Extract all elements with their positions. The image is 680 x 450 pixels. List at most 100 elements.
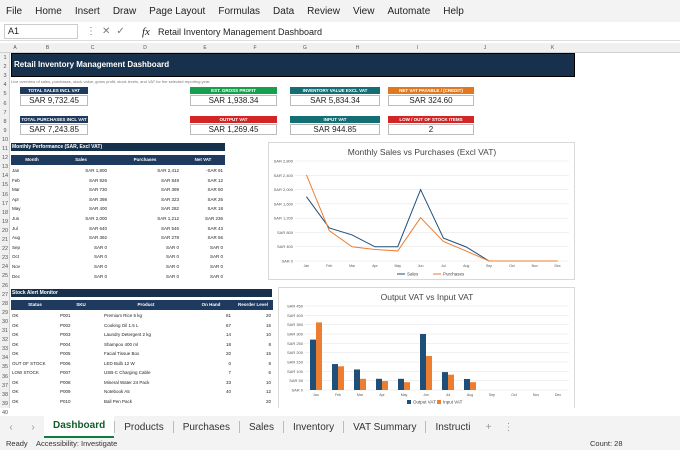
row-header[interactable]: 1	[3, 55, 7, 61]
kpi-value[interactable]: 2	[388, 124, 474, 135]
table-row[interactable]: OK P004 Shampoo 400 ml 18 8	[10, 340, 272, 350]
row-header[interactable]: 10	[1, 136, 9, 143]
row-header[interactable]: 31	[1, 328, 9, 334]
fx-icon[interactable]: fx	[142, 25, 150, 38]
table-row[interactable]: Sep SAR 0 SAR 0 SAR 0	[10, 243, 224, 253]
column-header[interactable]: J	[483, 45, 487, 51]
ribbon-tab-draw[interactable]: Draw	[112, 5, 137, 17]
table-row[interactable]: OK P003 Laundry Detergent 2 kg 14 10	[10, 330, 272, 340]
prev-sheet-icon[interactable]: ‹	[9, 421, 13, 433]
column-header[interactable]: A	[13, 45, 17, 51]
formula-input[interactable]: Retail Inventory Management Dashboard	[157, 26, 323, 37]
table-row[interactable]: OK P008 Mineral Water 24 Pack 33 10	[10, 378, 272, 388]
name-box[interactable]: A1	[4, 24, 78, 39]
ribbon-tab-view[interactable]: View	[352, 5, 375, 17]
row-header[interactable]: 13	[1, 164, 9, 171]
row-header[interactable]: 12	[1, 155, 9, 162]
row-header[interactable]: 32	[1, 337, 9, 344]
row-header[interactable]: 16	[1, 191, 9, 198]
column-header[interactable]: F	[253, 45, 257, 51]
row-header[interactable]: 40	[1, 409, 9, 416]
row-header[interactable]: 18	[1, 209, 9, 216]
table-row[interactable]: OK P002 Cooking Oil 1.5 L 67 15	[10, 321, 272, 331]
table-row[interactable]: Apr SAR 398 SAR 323 SAR 26	[10, 195, 224, 205]
table-row[interactable]: Feb SAR 926 SAR 849 SAR 12	[10, 176, 224, 186]
kpi-value[interactable]: SAR 324.60	[388, 95, 474, 106]
sheet-tab-inventory[interactable]: Inventory	[292, 421, 335, 433]
row-header[interactable]: 19	[1, 218, 9, 225]
row-header[interactable]: 8	[3, 118, 7, 125]
formula-buttons[interactable]: ⋮✕✓	[86, 26, 131, 37]
table-row[interactable]: OK P010 Ball Pen Pack 20	[10, 397, 272, 407]
table-row[interactable]: LOW STOCK P007 USB-C Charging Cable 7 6	[10, 368, 272, 378]
row-header[interactable]: 33	[1, 346, 9, 353]
table-row[interactable]: Mar SAR 730 SAR 399 SAR 50	[10, 185, 224, 195]
row-header[interactable]: 27	[1, 291, 9, 298]
row-header[interactable]: 36	[1, 373, 9, 380]
table-row[interactable]: Oct SAR 0 SAR 0 SAR 0	[10, 252, 224, 262]
vat-chart[interactable]: Output VAT vs Input VAT SAR 0 SAR 50 SAR 10…	[278, 287, 575, 408]
row-header[interactable]: 3	[3, 73, 7, 80]
sheet-tab-purchases[interactable]: Purchases	[182, 421, 230, 433]
table-row[interactable]: OK P001 Premium Rice 5 kg 81 20	[10, 311, 272, 321]
row-header[interactable]: 14	[1, 173, 9, 180]
row-header[interactable]: 34	[1, 355, 9, 362]
ribbon-tab-page-layout[interactable]: Page Layout	[149, 5, 206, 17]
row-header[interactable]: 4	[3, 82, 7, 89]
table-row[interactable]: OUT OF STOCK P006 LED Bulb 12 W 0 8	[10, 359, 272, 369]
next-sheet-icon[interactable]: ›	[31, 421, 35, 433]
column-header[interactable]: H	[355, 45, 360, 51]
column-header[interactable]: D	[143, 45, 147, 51]
table-row[interactable]: Jun SAR 2,000 SAR 1,212 SAR 236	[10, 214, 224, 224]
row-header[interactable]: 11	[2, 146, 8, 152]
row-header[interactable]: 30	[1, 318, 9, 325]
kpi-value[interactable]: SAR 944.85	[290, 124, 380, 135]
sales-purchases-chart[interactable]: Monthly Sales vs Purchases (Excl VAT) SAR…	[268, 142, 575, 280]
ribbon-tab-home[interactable]: Home	[35, 5, 62, 17]
table-row[interactable]: May SAR 400 SAR 282 SAR 18	[10, 204, 224, 214]
table-row[interactable]: Dec SAR 0 SAR 0 SAR 0	[10, 272, 224, 282]
ribbon-tab-automate[interactable]: Automate	[387, 5, 431, 17]
row-header[interactable]: 21	[1, 237, 9, 243]
row-header[interactable]: 6	[3, 100, 7, 107]
table-row[interactable]: Aug SAR 392 SAR 278 SAR 56	[10, 233, 224, 243]
more-sheets-icon[interactable]: ⋮	[503, 421, 514, 433]
kpi-value[interactable]: SAR 9,732.45	[20, 95, 88, 106]
column-header[interactable]: K	[550, 45, 555, 51]
row-header[interactable]: 20	[1, 227, 9, 234]
row-header[interactable]: 22	[1, 246, 9, 253]
row-header[interactable]: 7	[3, 109, 7, 116]
ribbon-tab-help[interactable]: Help	[443, 5, 464, 17]
ribbon-tab-file[interactable]: File	[6, 5, 23, 17]
table-row[interactable]: Nov SAR 0 SAR 0 SAR 0	[10, 262, 224, 272]
row-header[interactable]: 5	[3, 91, 7, 98]
sheet-tab-products[interactable]: Products	[124, 421, 164, 433]
sheet-tab-dashboard[interactable]: Dashboard	[44, 416, 115, 438]
row-header[interactable]: 17	[1, 200, 9, 207]
kpi-value[interactable]: SAR 1,938.34	[190, 95, 277, 106]
table-row[interactable]: OK P005 Facial Tissue Box 20 15	[10, 349, 272, 359]
ribbon-tab-insert[interactable]: Insert	[74, 5, 100, 17]
table-row[interactable]: Jul SAR 640 SAR 546 SAR 43	[10, 224, 224, 234]
ribbon-tab-review[interactable]: Review	[307, 5, 340, 17]
row-header[interactable]: 24	[1, 264, 9, 271]
row-header[interactable]: 25	[1, 273, 9, 280]
row-header[interactable]: 29	[1, 309, 9, 316]
column-header[interactable]: I	[416, 45, 419, 51]
kpi-value[interactable]: SAR 5,834.34	[290, 95, 380, 106]
kpi-value[interactable]: SAR 1,269.45	[190, 124, 277, 135]
row-header[interactable]: 28	[1, 300, 9, 307]
row-header[interactable]: 35	[1, 364, 9, 371]
row-header[interactable]: 9	[3, 127, 7, 134]
column-header[interactable]: G	[303, 45, 307, 51]
table-row[interactable]: Jan SAR 1,800 SAR 2,412 -SAR 91	[10, 166, 224, 176]
worksheet[interactable]: Retail Inventory Management Dashboard Li…	[10, 53, 680, 408]
sheet-tab-vat-summary[interactable]: VAT Summary	[353, 421, 417, 433]
dashboard-title[interactable]: Retail Inventory Management Dashboard	[11, 53, 575, 77]
add-sheet-icon[interactable]: +	[485, 421, 492, 433]
sheet-tab-instructi[interactable]: Instructi	[435, 421, 471, 433]
sheet-tab-sales[interactable]: Sales	[248, 421, 274, 433]
column-header[interactable]: E	[203, 45, 207, 51]
row-header[interactable]: 26	[1, 282, 9, 289]
row-header[interactable]: 2	[3, 64, 7, 71]
